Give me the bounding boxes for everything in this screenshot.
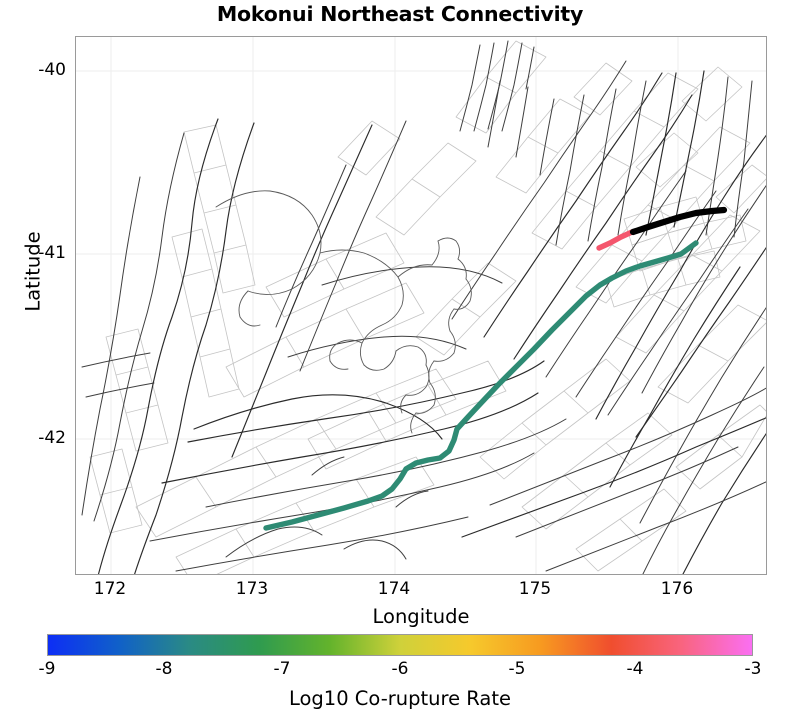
- gridlines: [76, 37, 766, 574]
- background-fault-traces: [81, 40, 766, 574]
- xtick-label: 175: [518, 579, 552, 599]
- colorbar-label: Log10 Co-rupture Rate: [288, 687, 512, 710]
- xtick-label: 176: [660, 579, 694, 599]
- page-title: Mokonui Northeast Connectivity: [216, 2, 584, 26]
- xtick-label: 172: [93, 579, 127, 599]
- x-axis-label: Longitude: [372, 605, 470, 628]
- ytick-label: -42: [38, 428, 66, 448]
- fault-surface-projections: [89, 40, 766, 574]
- colorbar-tick-label: -3: [744, 659, 762, 679]
- colorbar-tick-label: -7: [273, 659, 291, 679]
- colorbar-tick-label: -8: [155, 659, 173, 679]
- source-fault-mokonui-northeast: [629, 206, 728, 236]
- xtick-label: 173: [235, 579, 269, 599]
- map-axes[interactable]: .fx { fill:none; stroke:#3f3f3f; stroke-…: [75, 36, 767, 575]
- y-axis-label: Latitude: [21, 231, 45, 312]
- coastline: [215, 190, 472, 434]
- colorbar-gradient: [47, 634, 753, 656]
- xtick-label: 174: [377, 579, 411, 599]
- colorbar-tick-label: -9: [38, 659, 56, 679]
- colorbar-tick-label: -6: [391, 659, 409, 679]
- colorbar-tick-label: -5: [508, 659, 526, 679]
- connected-fault-teal-main: [263, 240, 699, 531]
- colorbar-tick-label: -4: [626, 659, 644, 679]
- colorbar: [47, 634, 753, 656]
- fault-map: .fx { fill:none; stroke:#3f3f3f; stroke-…: [76, 37, 766, 574]
- connected-fault-red: [596, 229, 635, 251]
- ytick-label: -41: [38, 243, 66, 263]
- ytick-label: -40: [38, 60, 66, 80]
